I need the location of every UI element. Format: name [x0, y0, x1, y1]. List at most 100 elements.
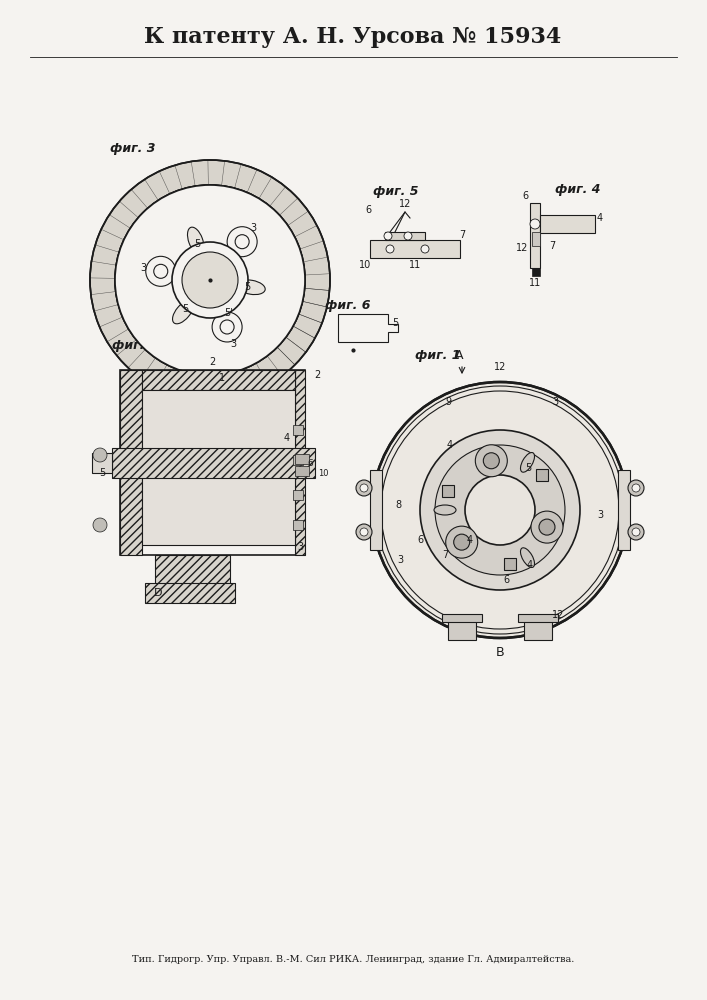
Text: c: c	[153, 342, 158, 352]
Circle shape	[93, 518, 107, 532]
Circle shape	[360, 528, 368, 536]
Bar	[120, 370, 305, 555]
Circle shape	[384, 232, 392, 240]
Text: фиг. 6: фиг. 6	[325, 300, 370, 312]
Circle shape	[628, 524, 644, 540]
Bar	[92, 453, 112, 473]
Bar	[155, 555, 230, 585]
Text: 1: 1	[219, 373, 225, 383]
Text: фиг. 5: фиг. 5	[373, 186, 419, 198]
Text: фиг. 2: фиг. 2	[112, 339, 158, 352]
Circle shape	[356, 524, 372, 540]
Text: 6: 6	[365, 205, 371, 215]
Bar	[142, 370, 295, 390]
Circle shape	[360, 484, 368, 492]
Ellipse shape	[434, 505, 456, 515]
Text: B: B	[496, 647, 504, 660]
Circle shape	[420, 430, 580, 590]
Bar	[618, 470, 630, 550]
Circle shape	[356, 480, 372, 496]
Circle shape	[435, 445, 565, 575]
Text: 2: 2	[160, 352, 166, 362]
Text: 7: 7	[442, 550, 448, 560]
Circle shape	[628, 480, 644, 496]
Text: 7: 7	[459, 230, 465, 240]
Text: 4: 4	[284, 433, 290, 443]
Text: 10: 10	[359, 260, 371, 270]
Text: 6: 6	[307, 458, 313, 468]
Circle shape	[235, 235, 249, 249]
Circle shape	[465, 475, 535, 545]
Bar	[530, 203, 540, 268]
Circle shape	[632, 484, 640, 492]
Text: 10: 10	[317, 468, 328, 478]
Text: 5: 5	[194, 239, 200, 249]
Ellipse shape	[238, 280, 265, 295]
Text: 9: 9	[445, 397, 451, 407]
Circle shape	[372, 382, 628, 638]
Bar	[448, 620, 476, 640]
Bar	[293, 425, 303, 435]
Circle shape	[454, 534, 469, 550]
Wedge shape	[90, 160, 330, 400]
Bar	[295, 454, 309, 464]
Text: 4: 4	[467, 535, 473, 545]
Text: 3: 3	[140, 263, 146, 273]
Text: D: D	[153, 588, 162, 598]
Bar	[370, 240, 460, 258]
Text: Тип. Гидрогр. Упр. Управл. В.-М. Сил РИКА. Ленинград, здание Гл. Адмиралтейства.: Тип. Гидрогр. Упр. Управл. В.-М. Сил РИК…	[132, 956, 574, 964]
Bar	[532, 232, 540, 246]
Bar	[295, 466, 309, 476]
Circle shape	[146, 256, 176, 286]
Ellipse shape	[520, 453, 534, 472]
Circle shape	[404, 232, 412, 240]
Circle shape	[220, 320, 234, 334]
Text: фиг. 3: фиг. 3	[110, 142, 156, 155]
Bar	[120, 370, 142, 555]
Text: 3: 3	[397, 555, 403, 565]
Text: 6: 6	[522, 191, 528, 201]
Text: 4: 4	[447, 440, 453, 450]
Text: 5: 5	[525, 463, 531, 473]
Bar	[532, 268, 540, 276]
Bar	[443, 485, 455, 497]
Circle shape	[531, 511, 563, 543]
Text: A: A	[455, 349, 464, 362]
Polygon shape	[338, 314, 398, 342]
Bar	[293, 520, 303, 530]
Ellipse shape	[187, 227, 204, 254]
Text: 4: 4	[527, 560, 533, 570]
Text: 5: 5	[392, 318, 398, 328]
Circle shape	[475, 445, 508, 477]
Circle shape	[212, 312, 242, 342]
Text: К патенту А. Н. Урсова № 15934: К патенту А. Н. Урсова № 15934	[144, 26, 561, 48]
Ellipse shape	[520, 548, 534, 567]
Text: 3: 3	[230, 339, 236, 349]
Text: 3: 3	[552, 397, 558, 407]
Circle shape	[182, 252, 238, 308]
Bar	[503, 558, 515, 570]
Circle shape	[93, 448, 107, 462]
Circle shape	[539, 519, 555, 535]
Bar	[142, 390, 295, 545]
Text: 3: 3	[297, 542, 303, 552]
Text: 11: 11	[529, 278, 541, 288]
Bar	[295, 370, 305, 555]
Circle shape	[632, 528, 640, 536]
Circle shape	[227, 227, 257, 257]
Bar	[518, 614, 558, 622]
Circle shape	[115, 185, 305, 375]
Text: 5: 5	[182, 304, 189, 314]
Circle shape	[530, 219, 540, 229]
Text: 4: 4	[597, 213, 603, 223]
Text: 8: 8	[395, 500, 401, 510]
Text: 12: 12	[551, 610, 564, 620]
Text: фиг. 4: фиг. 4	[555, 184, 600, 196]
Text: 5': 5'	[225, 308, 233, 318]
Bar	[536, 469, 548, 481]
Circle shape	[421, 245, 429, 253]
Bar	[524, 620, 552, 640]
Circle shape	[386, 245, 394, 253]
Bar	[385, 232, 425, 240]
Text: 12: 12	[493, 362, 506, 372]
